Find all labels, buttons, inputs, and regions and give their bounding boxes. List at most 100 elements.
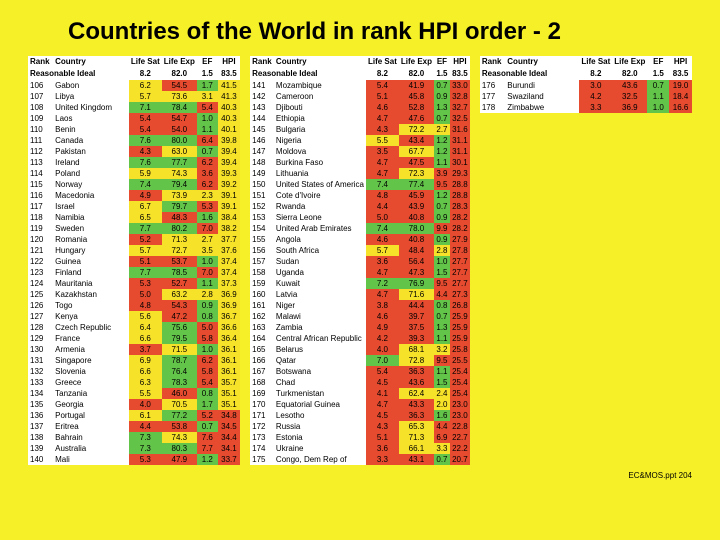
cell-hpi: 25.4 xyxy=(450,388,470,399)
cell-country: United Arab Emirates xyxy=(274,223,366,234)
data-row: 162Malawi4.639.70.725.9 xyxy=(250,311,470,322)
data-row: 139Australia7.380.37.734.1 xyxy=(28,443,240,454)
cell-lifesat: 5.1 xyxy=(366,91,399,102)
data-row: 144Ethiopia4.747.60.732.5 xyxy=(250,113,470,124)
cell-country: Laos xyxy=(53,113,129,124)
cell-hpi: 36.9 xyxy=(218,289,240,300)
cell-lifeexp: 67.7 xyxy=(399,146,434,157)
cell-ef: 1.1 xyxy=(197,124,218,135)
cell-lifesat: 6.4 xyxy=(129,322,162,333)
cell-lifesat: 7.4 xyxy=(366,179,399,190)
cell-country: Rwanda xyxy=(274,201,366,212)
col-country: Country xyxy=(53,56,129,67)
cell-lifesat: 4.3 xyxy=(129,146,162,157)
cell-country: Turkmenistan xyxy=(274,388,366,399)
data-row: 127Kenya5.647.20.836.7 xyxy=(28,311,240,322)
cell-lifeexp: 73.6 xyxy=(162,91,197,102)
cell-ef: 2.8 xyxy=(434,245,450,256)
cell-country: Bulgaria xyxy=(274,124,366,135)
cell-country: Poland xyxy=(53,168,129,179)
cell-lifesat: 7.4 xyxy=(366,223,399,234)
cell-hpi: 25.5 xyxy=(450,355,470,366)
cell-ef: 5.8 xyxy=(197,333,218,344)
col-country: Country xyxy=(505,56,579,67)
cell-ef: 3.6 xyxy=(197,168,218,179)
cell-hpi: 20.7 xyxy=(450,454,470,465)
cell-rank: 169 xyxy=(250,388,274,399)
data-row: 171Lesotho4.536.31.623.0 xyxy=(250,410,470,421)
ideal-label: Reasonable Ideal xyxy=(250,67,366,80)
cell-country: Namibia xyxy=(53,212,129,223)
data-row: 126Togo4.854.30.936.9 xyxy=(28,300,240,311)
cell-country: Togo xyxy=(53,300,129,311)
cell-lifeexp: 78.5 xyxy=(162,267,197,278)
data-row: 125Kazakhstan5.063.22.836.9 xyxy=(28,289,240,300)
cell-country: Burkina Faso xyxy=(274,157,366,168)
cell-ef: 1.7 xyxy=(197,80,218,91)
cell-country: Zimbabwe xyxy=(505,102,579,113)
cell-ef: 6.2 xyxy=(197,157,218,168)
cell-hpi: 34.4 xyxy=(218,432,240,443)
cell-lifeexp: 48.4 xyxy=(399,245,434,256)
cell-ef: 1.7 xyxy=(197,399,218,410)
cell-lifesat: 5.4 xyxy=(129,124,162,135)
cell-lifeexp: 54.0 xyxy=(162,124,197,135)
data-row: 172Russia4.365.34.422.8 xyxy=(250,421,470,432)
cell-lifeexp: 79.4 xyxy=(162,179,197,190)
data-row: 177Swaziland4.232.51.118.4 xyxy=(480,91,692,102)
data-row: 113Ireland7.677.76.239.4 xyxy=(28,157,240,168)
ideal-hpi: 83.5 xyxy=(218,67,240,80)
cell-rank: 177 xyxy=(480,91,505,102)
cell-ef: 0.7 xyxy=(197,421,218,432)
data-row: 137Eritrea4.453.80.734.5 xyxy=(28,421,240,432)
cell-rank: 160 xyxy=(250,289,274,300)
cell-rank: 129 xyxy=(28,333,53,344)
data-row: 143Djibouti4.652.81.332.7 xyxy=(250,102,470,113)
cell-rank: 171 xyxy=(250,410,274,421)
col-country: Country xyxy=(274,56,366,67)
col-lifeexp: Life Exp xyxy=(399,56,434,67)
data-row: 142Cameroon5.145.80.932.8 xyxy=(250,91,470,102)
cell-lifeexp: 78.7 xyxy=(162,355,197,366)
cell-country: Kuwait xyxy=(274,278,366,289)
cell-country: Uganda xyxy=(274,267,366,278)
cell-ef: 7.0 xyxy=(197,223,218,234)
cell-ef: 6.2 xyxy=(197,179,218,190)
data-row: 136Portugal6.177.25.234.8 xyxy=(28,410,240,421)
cell-lifesat: 7.7 xyxy=(129,223,162,234)
cell-rank: 173 xyxy=(250,432,274,443)
cell-rank: 124 xyxy=(28,278,53,289)
cell-rank: 110 xyxy=(28,124,53,135)
cell-lifeexp: 77.4 xyxy=(399,179,434,190)
cell-lifeexp: 43.6 xyxy=(612,80,647,91)
cell-ef: 0.7 xyxy=(434,113,450,124)
cell-rank: 115 xyxy=(28,179,53,190)
cell-rank: 142 xyxy=(250,91,274,102)
cell-ef: 0.7 xyxy=(434,201,450,212)
cell-lifeexp: 80.2 xyxy=(162,223,197,234)
cell-lifesat: 5.7 xyxy=(129,245,162,256)
col-hpi: HPI xyxy=(669,56,692,67)
cell-rank: 141 xyxy=(250,80,274,91)
cell-lifeexp: 72.3 xyxy=(399,168,434,179)
cell-lifesat: 4.5 xyxy=(366,377,399,388)
cell-lifeexp: 52.7 xyxy=(162,278,197,289)
cell-lifeexp: 68.1 xyxy=(399,344,434,355)
cell-ef: 9.5 xyxy=(434,179,450,190)
data-row: 110Benin5.454.01.140.1 xyxy=(28,124,240,135)
cell-lifesat: 5.6 xyxy=(129,311,162,322)
cell-rank: 120 xyxy=(28,234,53,245)
cell-hpi: 36.4 xyxy=(218,333,240,344)
ideal-lifeexp: 82.0 xyxy=(162,67,197,80)
cell-ef: 0.7 xyxy=(197,146,218,157)
data-row: 159Kuwait7.276.99.527.7 xyxy=(250,278,470,289)
cell-hpi: 25.8 xyxy=(450,344,470,355)
cell-hpi: 28.2 xyxy=(450,212,470,223)
cell-country: Guinea xyxy=(53,256,129,267)
cell-ef: 0.9 xyxy=(197,300,218,311)
cell-rank: 167 xyxy=(250,366,274,377)
cell-lifeexp: 62.4 xyxy=(399,388,434,399)
cell-lifesat: 6.9 xyxy=(129,355,162,366)
cell-ef: 1.1 xyxy=(434,157,450,168)
cell-lifesat: 5.4 xyxy=(129,113,162,124)
